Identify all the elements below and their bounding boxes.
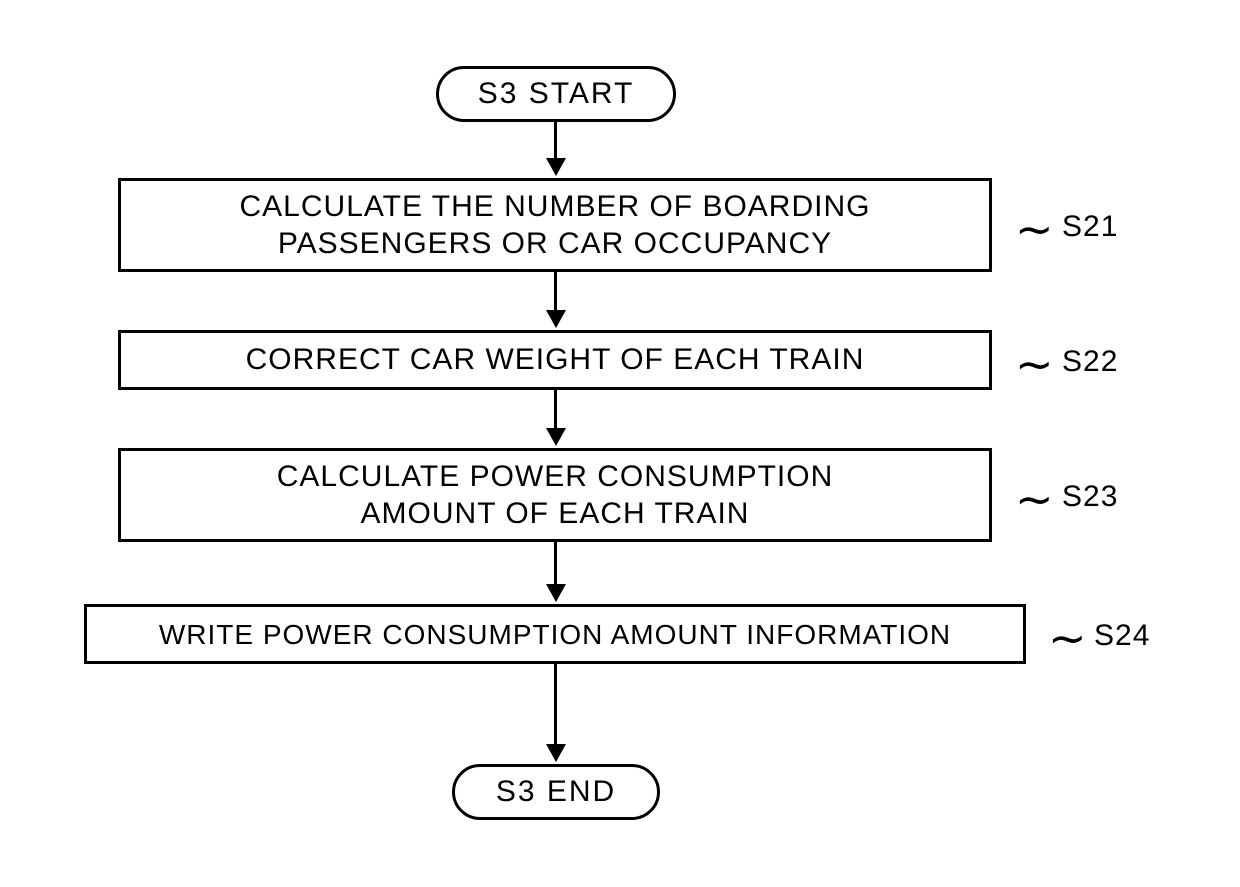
process-s23-line-1: AMOUNT OF EACH TRAIN xyxy=(277,495,834,533)
arrow-head-a4 xyxy=(546,584,566,602)
process-s23-text: CALCULATE POWER CONSUMPTIONAMOUNT OF EAC… xyxy=(277,458,834,533)
process-s22-line-0: CORRECT CAR WEIGHT OF EACH TRAIN xyxy=(246,341,865,379)
connector-tilde-s21: ∼ xyxy=(1015,202,1054,256)
process-s21-line-0: CALCULATE THE NUMBER OF BOARDING xyxy=(240,188,871,226)
process-s21-line-1: PASSENGERS OR CAR OCCUPANCY xyxy=(240,225,871,263)
process-s21: CALCULATE THE NUMBER OF BOARDINGPASSENGE… xyxy=(118,178,992,272)
connector-tilde-s23: ∼ xyxy=(1015,472,1054,526)
process-s22-text: CORRECT CAR WEIGHT OF EACH TRAIN xyxy=(246,341,865,379)
connector-tilde-s24: ∼ xyxy=(1048,611,1087,665)
arrow-head-a1 xyxy=(546,158,566,176)
arrow-line-a4 xyxy=(554,542,557,586)
terminator-end: S3 END xyxy=(452,764,660,820)
arrow-line-a5 xyxy=(554,664,557,746)
terminator-start: S3 START xyxy=(436,66,676,122)
arrow-line-a2 xyxy=(554,272,557,312)
process-s22: CORRECT CAR WEIGHT OF EACH TRAIN xyxy=(118,330,992,390)
arrow-line-a3 xyxy=(554,390,557,430)
arrow-line-a1 xyxy=(554,122,557,160)
flowchart-canvas: S3 START CALCULATE THE NUMBER OF BOARDING… xyxy=(0,0,1240,887)
terminator-end-label: S3 END xyxy=(496,775,616,809)
step-label-s23: S23 xyxy=(1062,480,1118,514)
process-s24-line-0: WRITE POWER CONSUMPTION AMOUNT INFORMATI… xyxy=(159,617,951,652)
step-label-s24: S24 xyxy=(1094,619,1150,653)
step-label-s22: S22 xyxy=(1062,345,1118,379)
process-s23: CALCULATE POWER CONSUMPTIONAMOUNT OF EAC… xyxy=(118,448,992,542)
step-label-s21: S21 xyxy=(1062,210,1118,244)
arrow-head-a5 xyxy=(546,744,566,762)
terminator-start-label: S3 START xyxy=(478,77,635,111)
process-s21-text: CALCULATE THE NUMBER OF BOARDINGPASSENGE… xyxy=(240,188,871,263)
process-s23-line-0: CALCULATE POWER CONSUMPTION xyxy=(277,458,834,496)
process-s24: WRITE POWER CONSUMPTION AMOUNT INFORMATI… xyxy=(84,604,1026,664)
arrow-head-a3 xyxy=(546,428,566,446)
process-s24-text: WRITE POWER CONSUMPTION AMOUNT INFORMATI… xyxy=(159,617,951,652)
arrow-head-a2 xyxy=(546,310,566,328)
connector-tilde-s22: ∼ xyxy=(1015,337,1054,391)
